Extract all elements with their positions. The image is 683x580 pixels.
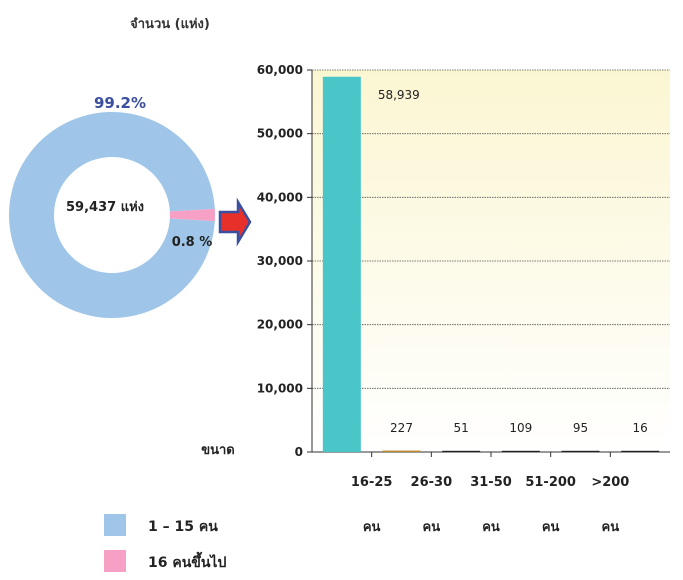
x-tick-unit: คน xyxy=(423,520,441,535)
x-tick-label: >200 xyxy=(591,475,629,490)
x-tick-unit: คน xyxy=(482,520,500,535)
x-tick-unit: คน xyxy=(542,520,560,535)
x-tick-unit: คน xyxy=(363,520,381,535)
bar xyxy=(322,76,361,452)
legend-swatch-1-15 xyxy=(104,514,126,536)
y-tick-label: 50,000 xyxy=(257,127,303,141)
y-tick-label: 60,000 xyxy=(257,63,303,77)
y-tick-label: 10,000 xyxy=(257,381,303,395)
data-label: 16 xyxy=(633,421,648,435)
x-tick-label: 26-30 xyxy=(411,475,453,490)
y-tick-label: 20,000 xyxy=(257,318,303,332)
x-tick-label: 31-50 xyxy=(470,475,512,490)
bar xyxy=(561,450,600,452)
legend: 1 – 15 คน 16 คนขึ้นไป xyxy=(104,514,226,572)
x-tick-unit: คน xyxy=(602,520,620,535)
slice-label-small: 0.8 % xyxy=(172,235,213,250)
legend-label-1-15: 1 – 15 คน xyxy=(148,519,218,535)
bar xyxy=(621,450,660,452)
y-tick-label: 30,000 xyxy=(257,254,303,268)
slice-label-main: 99.2% xyxy=(94,94,146,112)
data-label: 109 xyxy=(509,421,532,435)
gridlines xyxy=(312,69,670,389)
legend-swatch-16-plus xyxy=(104,550,126,572)
donut-slice-1-15 xyxy=(9,111,215,318)
bar xyxy=(442,450,481,452)
data-label: 51 xyxy=(454,421,469,435)
data-label: 95 xyxy=(573,421,588,435)
x-tick-label: 51-200 xyxy=(525,475,576,490)
x-axis: 16-25 คน 26-30 คน 31-50 คน 51-200 คน >200 คน xyxy=(351,452,629,535)
donut-chart xyxy=(9,111,215,318)
bars: 58,939 227 51 109 95 16 xyxy=(322,76,660,452)
x-axis-title: ขนาด xyxy=(201,443,235,458)
donut-center-label: 59,437 แห่ง xyxy=(66,200,144,215)
x-tick-label: 16-25 xyxy=(351,475,393,490)
legend-label-16-plus: 16 คนขึ้นไป xyxy=(148,551,226,571)
y-tick-label: 0 xyxy=(295,445,303,459)
bar xyxy=(501,450,540,452)
donut-slice-16-plus xyxy=(169,208,215,222)
data-label: 58,939 xyxy=(378,88,420,102)
data-label: 227 xyxy=(390,421,413,435)
y-axis-title: จำนวน (แห่ง) xyxy=(130,16,210,32)
arrow-icon xyxy=(218,197,252,247)
bar xyxy=(382,450,421,452)
y-tick-label: 40,000 xyxy=(257,190,303,204)
